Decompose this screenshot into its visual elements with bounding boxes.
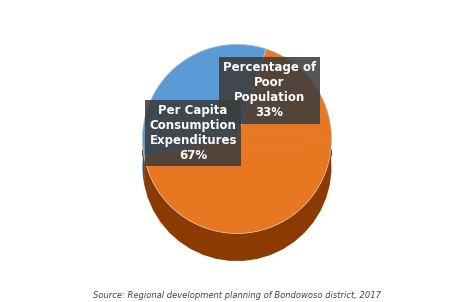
Polygon shape — [143, 44, 266, 184]
Polygon shape — [144, 49, 331, 261]
Ellipse shape — [143, 120, 331, 186]
Text: Percentage of
Poor
Population
33%: Percentage of Poor Population 33% — [223, 62, 316, 120]
Wedge shape — [144, 49, 331, 233]
Text: Per Capita
Consumption
Expenditures
67%: Per Capita Consumption Expenditures 67% — [149, 104, 237, 162]
Wedge shape — [143, 44, 266, 157]
Text: Source: Regional development planning of Bondowoso district, 2017: Source: Regional development planning of… — [93, 291, 381, 300]
